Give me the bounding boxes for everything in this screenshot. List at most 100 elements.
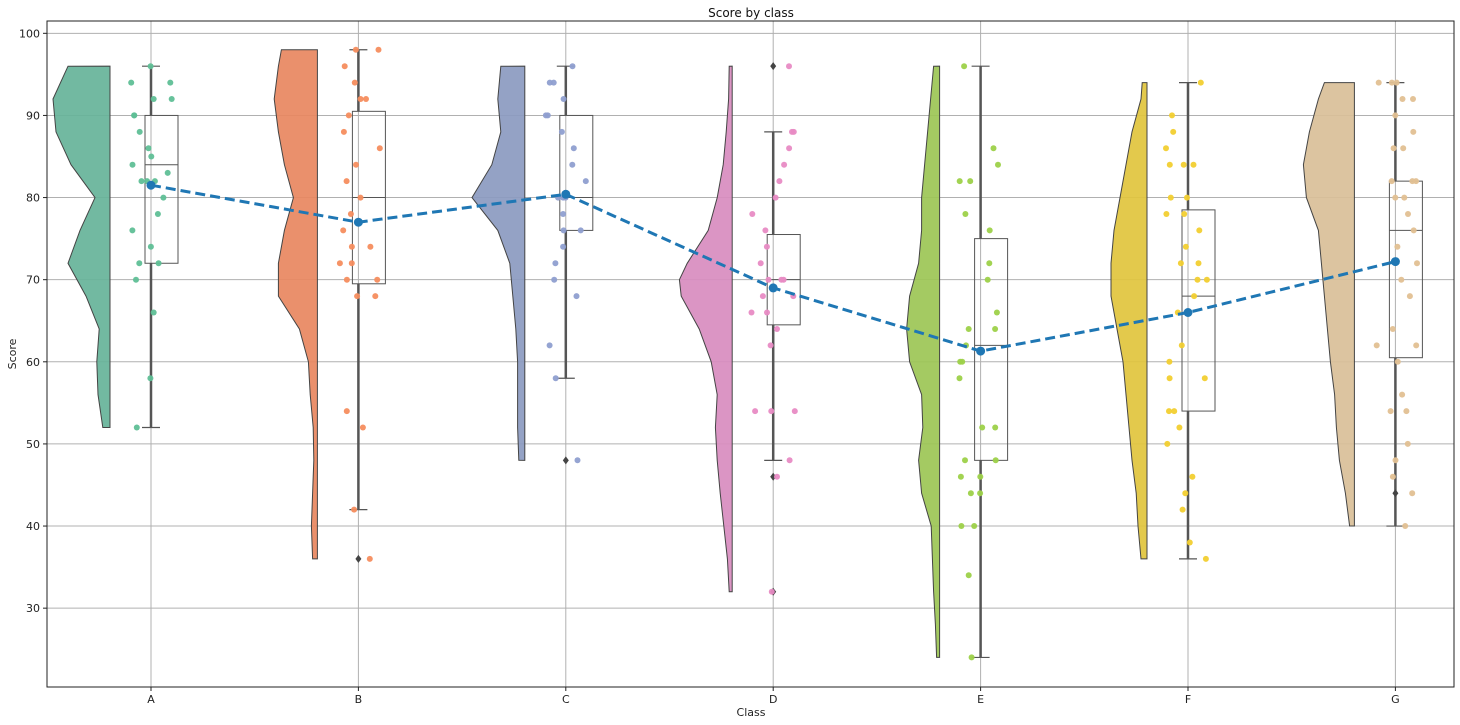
data-point: [345, 112, 352, 119]
data-point: [1387, 408, 1394, 415]
data-point: [1403, 408, 1410, 415]
data-point: [128, 79, 135, 86]
data-point: [1413, 342, 1420, 349]
data-point: [772, 194, 779, 201]
data-point: [147, 375, 154, 382]
data-point: [150, 309, 157, 316]
data-point: [749, 211, 756, 217]
data-point: [748, 309, 755, 316]
data-point: [167, 79, 174, 86]
violin-G: [1302, 82, 1355, 527]
data-point: [570, 145, 577, 152]
x-tick-label: E: [977, 693, 984, 706]
mean-marker: [976, 346, 986, 356]
data-point: [956, 375, 963, 382]
data-point: [1410, 227, 1417, 234]
data-point: [1405, 211, 1411, 217]
x-tick-label: F: [1185, 693, 1191, 706]
x-tick-label: D: [769, 693, 777, 706]
data-point: [786, 63, 792, 70]
data-point: [341, 63, 348, 70]
data-point: [336, 260, 343, 267]
outlier-marker: [355, 554, 362, 563]
data-point: [155, 260, 162, 267]
data-point: [1163, 211, 1170, 217]
mean-marker: [768, 283, 778, 293]
data-point: [359, 424, 366, 431]
data-point: [774, 326, 780, 332]
data-point: [776, 178, 783, 185]
data-point: [1203, 276, 1210, 283]
data-point: [560, 243, 567, 250]
data-point: [1171, 408, 1178, 415]
x-tick-label: B: [355, 693, 363, 706]
data-point: [1404, 440, 1411, 447]
data-point: [357, 96, 364, 102]
violin-D: [678, 65, 733, 593]
data-point: [1169, 112, 1175, 119]
mean-marker: [1183, 308, 1193, 317]
data-point: [1201, 375, 1208, 382]
data-point: [150, 96, 157, 102]
data-point: [1181, 211, 1188, 217]
data-point: [1195, 260, 1202, 267]
data-point: [352, 46, 359, 53]
data-point: [765, 276, 772, 283]
data-point: [552, 260, 559, 267]
data-point: [560, 227, 567, 234]
violin-E: [906, 65, 941, 658]
outlier-marker: [770, 62, 777, 71]
data-point: [958, 523, 965, 529]
violin-B: [273, 49, 318, 560]
data-point: [1375, 79, 1382, 86]
data-point: [786, 457, 793, 464]
data-point: [1196, 227, 1203, 234]
data-point: [1409, 178, 1416, 185]
data-point: [961, 63, 968, 70]
data-point: [367, 243, 374, 250]
data-point: [560, 211, 567, 217]
data-point: [160, 194, 167, 201]
data-point: [1190, 161, 1197, 168]
y-tick-label: 90: [26, 109, 40, 122]
data-point: [1194, 276, 1201, 283]
y-tick-label: 60: [26, 356, 40, 369]
data-point: [1400, 145, 1407, 152]
data-point: [962, 211, 969, 217]
data-point: [1392, 112, 1399, 119]
data-point: [542, 112, 549, 119]
data-point: [1191, 293, 1198, 300]
data-point: [780, 276, 787, 283]
data-point: [1177, 260, 1184, 267]
data-point: [1392, 457, 1399, 464]
data-point: [986, 260, 993, 267]
data-point: [990, 145, 997, 152]
x-tick-label: A: [147, 693, 155, 706]
data-point: [147, 63, 154, 70]
data-point: [1406, 293, 1413, 300]
data-point: [147, 243, 154, 250]
data-point: [138, 178, 145, 185]
data-point: [348, 243, 355, 250]
data-point: [1202, 555, 1209, 562]
data-point: [752, 408, 759, 415]
data-point: [577, 227, 584, 234]
violin-C: [471, 65, 526, 461]
data-point: [1393, 79, 1400, 86]
data-point: [133, 276, 139, 283]
data-point: [145, 145, 152, 152]
axis-layer: 30 40 50 60 70 80 90 100 A B C D E F G: [19, 27, 1400, 706]
y-tick-label: 40: [26, 520, 40, 533]
data-point: [781, 161, 788, 168]
data-point: [1164, 440, 1171, 447]
data-point: [1180, 161, 1187, 168]
data-point: [1186, 539, 1193, 546]
y-axis-title: Score: [6, 338, 19, 369]
data-point: [786, 145, 793, 152]
data-point: [992, 424, 999, 431]
data-point: [1178, 342, 1185, 349]
violin-A: [52, 65, 111, 429]
data-point: [1184, 194, 1190, 201]
data-point: [1166, 375, 1173, 382]
